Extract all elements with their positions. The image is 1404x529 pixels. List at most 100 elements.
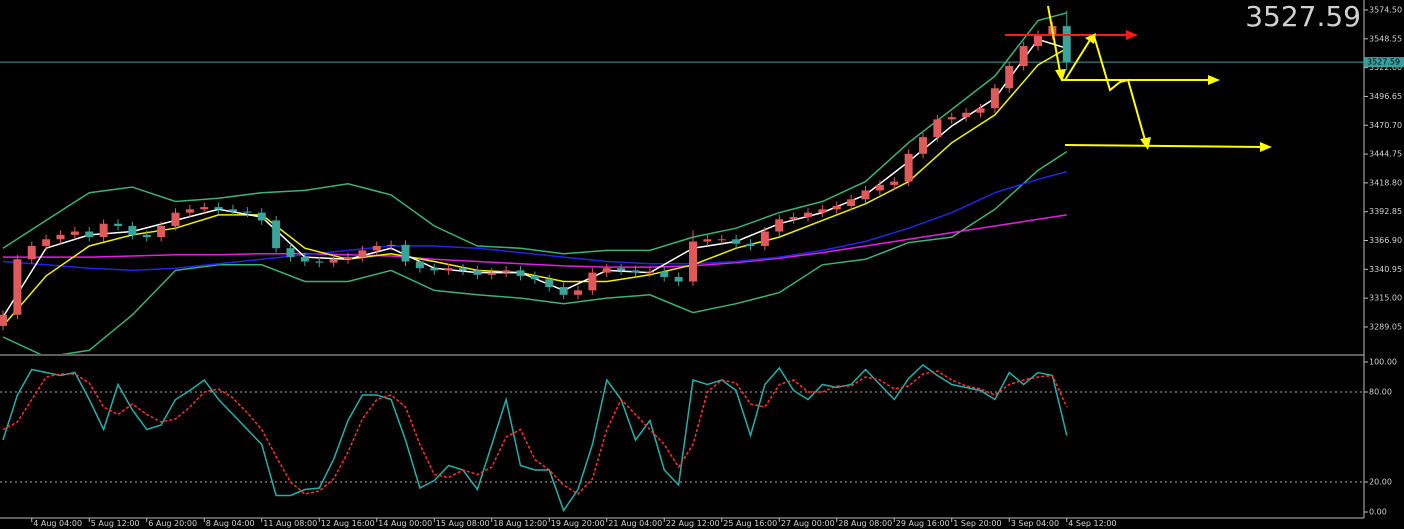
candle-body xyxy=(286,248,295,258)
x-tick-label: 3 Sep 04:00 xyxy=(1011,519,1059,528)
y-tick-label: 3418.80 xyxy=(1369,178,1402,187)
candle-body xyxy=(459,268,467,271)
candle-body xyxy=(70,231,79,235)
candle-body xyxy=(904,153,913,182)
x-tick-label: 14 Aug 00:00 xyxy=(378,519,432,528)
yellow-arrow xyxy=(1093,35,1146,141)
candle-body xyxy=(617,268,626,271)
x-tick-label: 4 Aug 04:00 xyxy=(33,519,82,528)
axes: 3574.50 3548.55 3522.60 3496.65 3470.70 3444.… xyxy=(31,5,1404,528)
candle-body xyxy=(56,234,65,240)
y-tick-label: 3366.90 xyxy=(1369,236,1402,245)
y-tick-label: 20.00 xyxy=(1369,478,1392,487)
candle-body xyxy=(789,217,798,220)
x-tick-label: 8 Aug 04:00 xyxy=(206,519,255,528)
candle-body xyxy=(746,243,755,246)
candle-body xyxy=(142,234,151,238)
candle-body xyxy=(315,261,324,263)
current-price-box xyxy=(1364,57,1404,68)
x-tick-label: 4 Sep 12:00 xyxy=(1068,519,1116,528)
indicator-line xyxy=(2,364,1068,513)
x-tick-label: 28 Aug 08:00 xyxy=(838,519,892,528)
y-tick-label: 0.00 xyxy=(1369,508,1387,517)
candle-body xyxy=(947,117,956,120)
yellow-arrow xyxy=(1064,39,1091,81)
candle-body xyxy=(1005,66,1014,89)
candle-body xyxy=(27,245,36,260)
y-tick-label: 3522.60 xyxy=(1369,63,1402,72)
indicator-line xyxy=(2,150,1068,354)
x-tick-label: 5 Aug 12:00 xyxy=(91,519,140,528)
y-tick-label: 3392.85 xyxy=(1369,207,1402,216)
x-tick-label: 12 Aug 16:00 xyxy=(321,519,375,528)
candle-body xyxy=(660,271,669,278)
candle-body xyxy=(401,244,410,262)
candle-body xyxy=(358,250,367,258)
candle-body xyxy=(976,108,985,113)
candle-body xyxy=(804,212,812,218)
indicator-line xyxy=(2,12,1067,255)
candle-body xyxy=(516,270,525,276)
candle-body xyxy=(631,270,640,273)
candle-body xyxy=(0,314,7,326)
candle-body xyxy=(574,290,582,295)
candle-body xyxy=(847,199,856,206)
current-price-label: 3527.59 xyxy=(1367,58,1400,67)
candle-body xyxy=(185,209,194,213)
candle-body xyxy=(387,244,396,246)
candle-body xyxy=(487,272,496,275)
candle-body xyxy=(602,268,611,273)
arrow-head xyxy=(1126,30,1138,40)
x-tick-label: 15 Aug 08:00 xyxy=(436,519,490,528)
x-tick-label: 6 Aug 20:00 xyxy=(148,519,197,528)
candle-body xyxy=(502,270,511,273)
x-tick-label: 1 Sep 20:00 xyxy=(953,519,1001,528)
candle-body xyxy=(214,207,223,210)
candle-body xyxy=(99,223,108,238)
y-tick-label: 3548.55 xyxy=(1369,34,1402,43)
candle-body xyxy=(703,239,712,242)
candle-body xyxy=(200,207,209,210)
candle-body xyxy=(85,231,94,238)
candle-body xyxy=(760,231,769,246)
candle-body xyxy=(818,209,827,213)
candle-body xyxy=(114,223,122,226)
arrow-head xyxy=(1260,142,1272,152)
candle-body xyxy=(689,241,697,282)
indicator-line xyxy=(2,47,1068,327)
candle-body xyxy=(990,88,999,109)
candle-body xyxy=(257,212,266,221)
y-tick-label: 3574.50 xyxy=(1369,5,1402,14)
candle-body xyxy=(875,184,884,191)
candle-body xyxy=(645,271,654,273)
candle-body xyxy=(473,270,482,275)
y-tick-label: 3315.00 xyxy=(1369,294,1402,303)
candle-body xyxy=(933,119,942,138)
candle-body xyxy=(272,220,281,249)
candle-body xyxy=(674,277,683,282)
candle-body xyxy=(1019,46,1028,67)
candle-body xyxy=(832,205,841,210)
y-tick-label: 100.00 xyxy=(1369,358,1397,367)
candle-body xyxy=(344,257,352,260)
candle-body xyxy=(444,268,453,271)
yellow-arrow xyxy=(1047,5,1061,73)
candle-body xyxy=(919,137,927,154)
candle-body xyxy=(1062,26,1071,63)
indicator-line xyxy=(3,214,1067,268)
current-price-large: 3527.59 xyxy=(1245,0,1361,33)
candle-body xyxy=(559,287,568,295)
arrow-head xyxy=(1055,69,1066,82)
candle-body xyxy=(229,209,237,212)
oscillator-panel xyxy=(0,364,1364,513)
y-tick-label: 3470.70 xyxy=(1369,121,1402,130)
x-tick-label: 21 Aug 04:00 xyxy=(608,519,662,528)
candle-body xyxy=(775,219,784,232)
candle-body xyxy=(171,212,180,226)
candle-body xyxy=(1034,34,1042,47)
x-tick-label: 19 Aug 20:00 xyxy=(551,519,605,528)
y-tick-label: 3444.75 xyxy=(1369,150,1402,159)
candle-body xyxy=(372,245,381,251)
y-tick-label: 3496.65 xyxy=(1369,92,1402,101)
